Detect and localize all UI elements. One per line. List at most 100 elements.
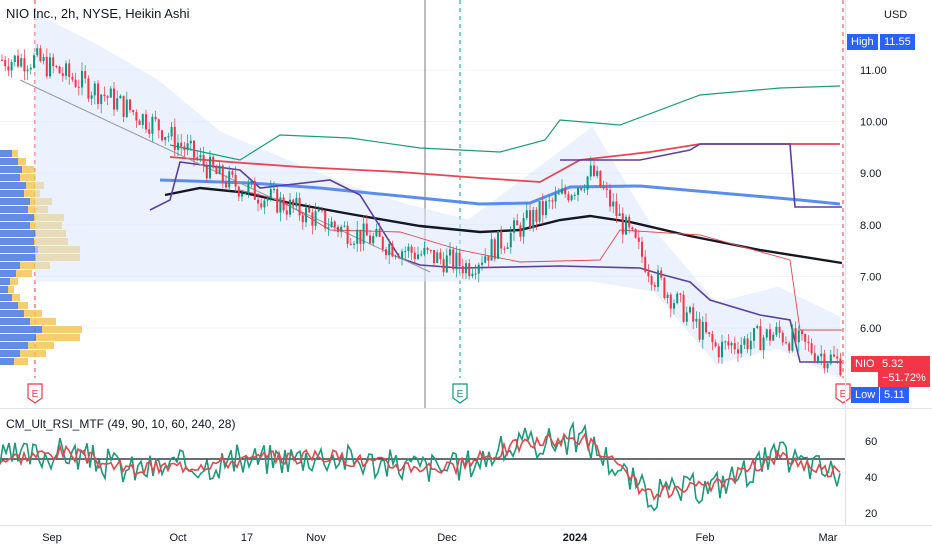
indicator-title[interactable]: CM_Ult_RSI_MTF (49, 90, 10, 60, 240, 28) [6,417,236,431]
candle [682,294,685,322]
rsi-axis[interactable]: 60 40 20 [865,436,877,520]
candle [474,273,477,275]
event-marker[interactable]: E [452,383,468,404]
candle [109,88,112,98]
event-marker[interactable]: E [835,383,851,404]
candle [218,165,221,175]
rsi-line [0,420,841,512]
candle [324,210,327,229]
candle [36,48,39,56]
candle [413,252,416,259]
event-marker[interactable]: E [27,383,43,404]
time-axis[interactable]: Sep Oct 17 Nov Dec 2024 Feb Mar [42,532,838,544]
candle [721,341,723,358]
candle [404,251,407,253]
candle [173,126,176,150]
candle [589,165,592,177]
candle [477,264,480,274]
volume-profile-bar [0,238,34,245]
candle [141,114,144,125]
candle [653,284,656,287]
candle [135,112,138,121]
candle [602,187,605,189]
candle [10,61,13,71]
candle [183,146,186,151]
candle [237,186,240,197]
red-band [169,143,840,183]
candle [308,207,311,213]
volume-profile-bar [0,174,20,181]
candle [138,120,141,125]
candle [250,180,253,184]
volume-profile-bar [8,286,14,293]
candle [583,189,586,191]
low-label: Low [855,389,876,401]
candle [609,189,611,207]
candle [1,59,3,61]
candle [260,203,263,208]
candle [298,197,301,216]
candle [509,232,512,248]
candle [817,356,819,362]
candle [449,249,451,256]
volume-profile-bar [0,294,12,301]
candle [381,236,384,250]
candle [461,266,464,274]
candle [7,66,10,71]
volume-profile-bar [0,302,18,309]
candle [628,216,631,228]
candle [231,171,234,175]
candle [772,334,775,341]
candle [45,56,48,77]
candle [577,188,579,195]
candle [74,79,77,87]
candle [442,259,445,273]
candle [765,329,768,338]
candle [797,330,800,343]
candle [762,337,765,351]
high-tag: High [847,34,878,50]
candle [714,342,717,347]
candle [660,270,663,278]
time-tick-label: Nov [306,532,326,544]
time-tick-label: Sep [42,532,62,544]
candle [23,58,26,72]
candle [375,228,378,237]
candle [234,174,237,187]
candle [113,88,115,110]
volume-profile-bar [0,190,24,197]
candle [388,243,391,256]
candle [167,136,170,138]
currency-label[interactable]: USD [884,9,908,21]
candle [180,142,183,147]
candle [698,318,701,340]
rsi-pane [0,420,845,512]
volume-profile-bar [0,342,28,349]
candle [343,225,346,227]
rsi-tick-label: 20 [865,508,877,520]
volume-profile-bar [0,246,38,253]
candle [314,211,317,226]
candle [186,143,189,151]
candle [593,165,595,176]
candle [103,94,106,97]
candle [295,197,298,207]
price-axis[interactable]: 11.00 10.00 9.00 8.00 7.00 6.00 [860,65,888,335]
candle [679,293,682,295]
candle [685,312,688,322]
candle [554,194,557,202]
candle [484,256,487,263]
candle [68,63,71,77]
candle [823,353,826,369]
candle [340,226,343,233]
symbol-label: NIO [855,358,875,370]
candle [170,126,173,137]
candle [333,221,336,227]
candle [129,99,131,111]
volume-profile-bar [0,230,36,237]
volume-profile-bar [42,326,82,333]
candle [317,209,320,212]
candle [743,338,746,345]
rsi-tick-label: 40 [865,472,877,484]
